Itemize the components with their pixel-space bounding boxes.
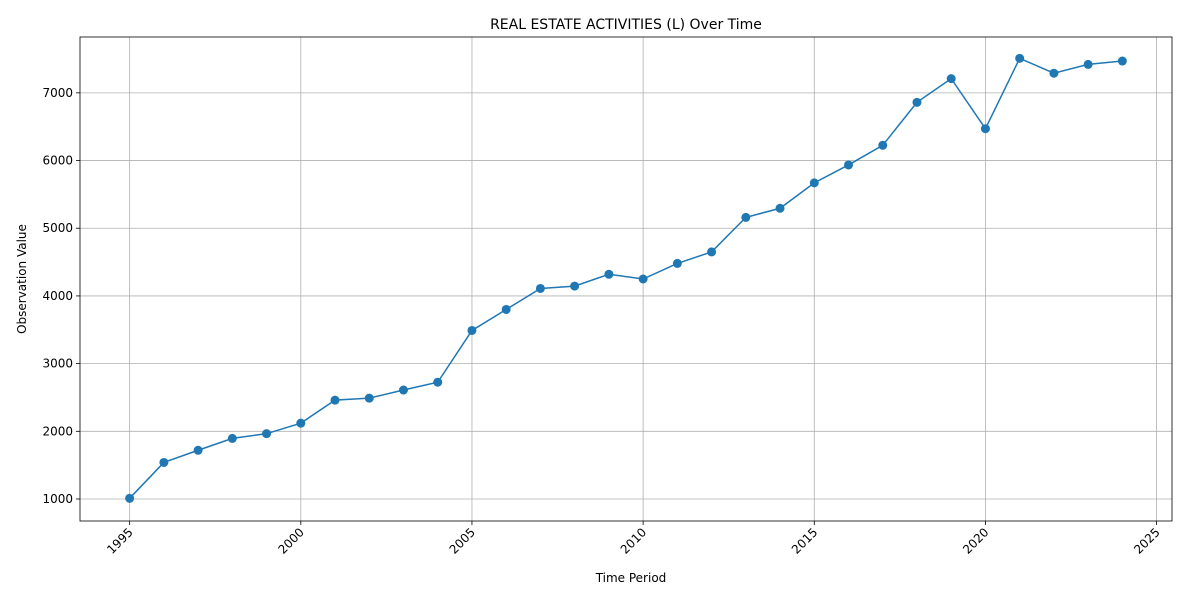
chart-title: REAL ESTATE ACTIVITIES (L) Over Time xyxy=(490,17,762,33)
y-tick-label: 6000 xyxy=(42,154,73,168)
x-axis-label: Time Period xyxy=(595,571,667,585)
x-tick-label: 2020 xyxy=(960,525,991,556)
data-point xyxy=(878,140,888,150)
data-point xyxy=(844,160,854,170)
data-point xyxy=(604,269,614,279)
data-point xyxy=(672,258,682,268)
data-point xyxy=(535,283,545,293)
x-tick-label: 2010 xyxy=(618,525,649,556)
data-point xyxy=(775,203,785,213)
x-tick-label: 2015 xyxy=(789,525,820,556)
x-axis: 1995 2000 2005 2010 2015 2020 2025 xyxy=(104,521,1163,557)
data-point xyxy=(467,325,477,335)
data-point xyxy=(741,212,751,222)
data-point xyxy=(980,124,990,134)
data-point xyxy=(707,247,717,257)
data-point xyxy=(330,395,340,405)
series-markers xyxy=(125,53,1127,503)
data-point xyxy=(193,445,203,455)
series-group xyxy=(125,53,1127,503)
data-point xyxy=(125,493,135,503)
y-tick-label: 7000 xyxy=(42,86,73,100)
series-line xyxy=(129,57,1123,499)
data-point xyxy=(1083,59,1093,69)
data-point xyxy=(946,74,956,84)
plot-frame xyxy=(79,36,1173,522)
y-tick-label: 5000 xyxy=(42,221,73,235)
data-point xyxy=(364,393,374,403)
data-point xyxy=(809,178,819,188)
data-point xyxy=(398,385,408,395)
data-point xyxy=(1049,68,1059,78)
y-axis: 1000 2000 3000 4000 5000 6000 7000 xyxy=(42,86,80,506)
y-tick-label: 3000 xyxy=(42,357,73,371)
data-point xyxy=(912,97,922,107)
x-tick-label: 1995 xyxy=(104,525,135,556)
y-axis-label: Observation Value xyxy=(15,224,29,334)
data-point xyxy=(501,304,511,314)
data-point xyxy=(570,281,580,291)
x-tick-label: 2000 xyxy=(275,525,306,556)
data-point xyxy=(159,457,169,467)
x-tick-label: 2005 xyxy=(447,525,478,556)
y-tick-label: 1000 xyxy=(42,492,73,506)
x-tick-label: 2025 xyxy=(1131,525,1162,556)
y-tick-label: 2000 xyxy=(42,424,73,438)
data-point xyxy=(227,433,237,443)
data-point xyxy=(1117,56,1127,66)
data-point xyxy=(638,274,648,284)
grid-lines xyxy=(80,37,1172,521)
data-point xyxy=(433,377,443,387)
data-point xyxy=(296,418,306,428)
data-point xyxy=(262,429,272,439)
y-tick-label: 4000 xyxy=(42,289,73,303)
data-point xyxy=(1015,53,1025,63)
